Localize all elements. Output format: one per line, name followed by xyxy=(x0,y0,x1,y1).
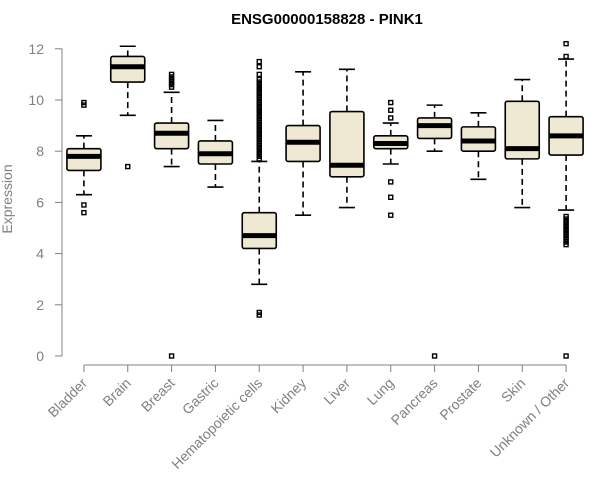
x-tick-label: Prostate xyxy=(436,375,484,423)
y-tick-label: 0 xyxy=(36,348,44,364)
box-iqr xyxy=(153,122,190,150)
box-group xyxy=(197,119,234,188)
box-iqr xyxy=(109,55,146,83)
outlier-point xyxy=(81,202,87,208)
outlier-point xyxy=(563,40,569,47)
box-group xyxy=(109,45,146,170)
outlier-point xyxy=(388,115,394,121)
y-tick-label: 10 xyxy=(28,92,44,108)
y-axis: 0 2 4 6 8 10 12 xyxy=(28,41,63,364)
y-axis-label: Expression xyxy=(0,164,15,233)
outlier-point xyxy=(81,99,87,106)
outlier-point xyxy=(256,64,262,70)
box-group xyxy=(460,112,497,181)
outlier-point xyxy=(256,71,262,78)
y-tick-label: 4 xyxy=(36,246,44,262)
x-tick-label: Liver xyxy=(320,375,353,408)
outlier-point xyxy=(388,107,394,113)
box-iqr xyxy=(329,110,365,178)
box-series xyxy=(66,40,584,359)
y-tick-label: 6 xyxy=(36,194,44,210)
y-tick-label: 2 xyxy=(36,297,44,313)
box-group xyxy=(153,71,190,359)
outlier-point xyxy=(168,353,175,359)
box-group xyxy=(66,99,102,216)
x-tick-label: Bladder xyxy=(45,375,91,421)
x-tick-label: Breast xyxy=(138,375,178,415)
x-tick-label: Lung xyxy=(364,375,397,408)
outlier-point xyxy=(388,194,394,200)
box-group xyxy=(329,68,365,209)
y-tick-label: 8 xyxy=(36,143,44,159)
x-tick-label: Gastric xyxy=(179,375,222,418)
box-group xyxy=(416,104,453,359)
outlier-point xyxy=(563,353,569,359)
outlier-point xyxy=(563,53,569,60)
outlier-point xyxy=(388,212,394,218)
box-group xyxy=(548,40,584,359)
outlier-point xyxy=(563,213,569,220)
x-tick-label: Skin xyxy=(498,375,529,406)
x-tick-label: Brain xyxy=(99,375,133,409)
outlier-point xyxy=(256,76,262,83)
box-iqr xyxy=(504,100,541,160)
outlier-point xyxy=(388,99,394,106)
box-iqr xyxy=(241,211,278,250)
x-tick-label: Kidney xyxy=(268,375,310,417)
x-tick-label: Pancreas xyxy=(388,375,441,428)
outlier-point xyxy=(168,71,175,78)
outlier-point xyxy=(431,353,438,359)
box-iqr xyxy=(66,147,102,172)
outlier-point xyxy=(81,209,87,216)
outlier-point xyxy=(388,179,394,185)
box-group xyxy=(372,99,409,218)
chart-title: ENSG00000158828 - PINK1 xyxy=(231,11,423,28)
box-group xyxy=(241,58,278,318)
outlier-point xyxy=(256,58,262,65)
outlier-point xyxy=(256,309,262,316)
box-group xyxy=(285,71,321,216)
x-tick-label: Unknown / Other xyxy=(487,375,573,461)
box-iqr xyxy=(416,117,453,140)
outlier-point xyxy=(125,163,131,170)
box-group xyxy=(504,78,541,209)
y-tick-label: 12 xyxy=(28,41,44,57)
